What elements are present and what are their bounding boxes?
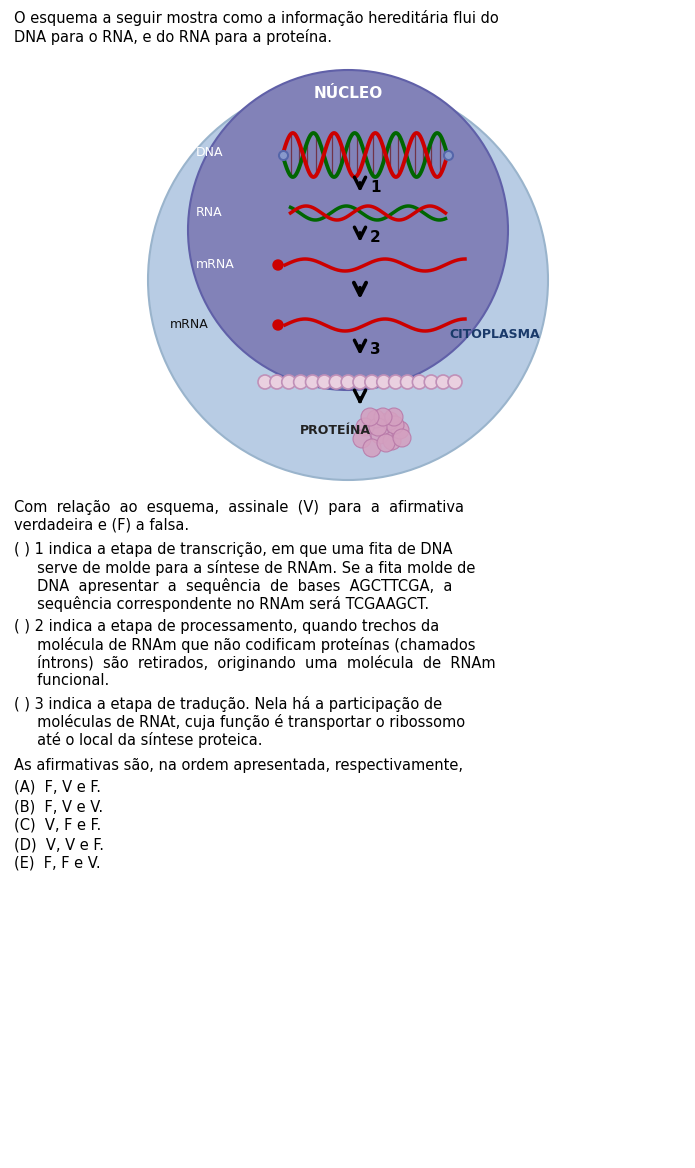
Text: NÚCLEO: NÚCLEO bbox=[313, 86, 383, 100]
Text: (E)  F, F e V.: (E) F, F e V. bbox=[14, 856, 101, 871]
Circle shape bbox=[367, 410, 385, 427]
Circle shape bbox=[273, 320, 283, 331]
Text: ( ) 3 indica a etapa de tradução. Nela há a participação de: ( ) 3 indica a etapa de tradução. Nela h… bbox=[14, 696, 442, 712]
Text: 3: 3 bbox=[370, 342, 381, 357]
Ellipse shape bbox=[148, 79, 548, 480]
Circle shape bbox=[377, 434, 395, 452]
Text: CITOPLASMA: CITOPLASMA bbox=[450, 328, 540, 341]
Circle shape bbox=[188, 70, 508, 390]
Text: (D)  V, V e F.: (D) V, V e F. bbox=[14, 837, 104, 851]
Circle shape bbox=[381, 412, 399, 430]
Text: molécula de RNAm que não codificam proteínas (chamados: molécula de RNAm que não codificam prote… bbox=[14, 637, 475, 653]
Text: íntrons)  são  retirados,  originando  uma  molécula  de  RNAm: íntrons) são retirados, originando uma m… bbox=[14, 655, 496, 670]
Circle shape bbox=[389, 375, 402, 389]
Circle shape bbox=[391, 420, 409, 439]
Text: moléculas de RNAt, cuja função é transportar o ribossomo: moléculas de RNAt, cuja função é transpo… bbox=[14, 714, 465, 730]
Text: 2: 2 bbox=[370, 229, 381, 244]
Circle shape bbox=[385, 408, 403, 426]
Text: O esquema a seguir mostra como a informação hereditária flui do
DNA para o RNA, : O esquema a seguir mostra como a informa… bbox=[14, 11, 499, 44]
Text: sequência correspondente no RNAm será TCGAAGCT.: sequência correspondente no RNAm será TC… bbox=[14, 596, 429, 612]
Text: mRNA: mRNA bbox=[170, 319, 208, 332]
Circle shape bbox=[436, 375, 450, 389]
Circle shape bbox=[270, 375, 284, 389]
Text: até o local da síntese proteica.: até o local da síntese proteica. bbox=[14, 732, 263, 748]
Text: RNA: RNA bbox=[196, 207, 222, 220]
Circle shape bbox=[371, 426, 389, 444]
Text: funcional.: funcional. bbox=[14, 673, 109, 688]
Circle shape bbox=[393, 429, 411, 447]
Text: mRNA: mRNA bbox=[196, 258, 235, 271]
Circle shape bbox=[369, 418, 387, 436]
Circle shape bbox=[356, 418, 374, 436]
Text: DNA: DNA bbox=[196, 146, 224, 159]
Circle shape bbox=[318, 375, 332, 389]
Circle shape bbox=[293, 375, 308, 389]
Text: (B)  F, V e V.: (B) F, V e V. bbox=[14, 799, 103, 814]
Circle shape bbox=[353, 375, 367, 389]
Circle shape bbox=[363, 439, 381, 457]
Circle shape bbox=[258, 375, 272, 389]
Text: serve de molde para a síntese de RNAm. Se a fita molde de: serve de molde para a síntese de RNAm. S… bbox=[14, 559, 475, 576]
Text: (A)  F, V e F.: (A) F, V e F. bbox=[14, 780, 101, 795]
Circle shape bbox=[329, 375, 343, 389]
Circle shape bbox=[400, 375, 414, 389]
Circle shape bbox=[374, 408, 392, 426]
Text: (C)  V, F e F.: (C) V, F e F. bbox=[14, 818, 101, 833]
Circle shape bbox=[353, 430, 371, 449]
Text: ( ) 1 indica a etapa de transcrição, em que uma fita de DNA: ( ) 1 indica a etapa de transcrição, em … bbox=[14, 542, 452, 557]
Circle shape bbox=[448, 375, 462, 389]
Text: PROTEÍNA: PROTEÍNA bbox=[300, 424, 371, 437]
Text: verdadeira e (F) a falsa.: verdadeira e (F) a falsa. bbox=[14, 517, 189, 533]
Circle shape bbox=[424, 375, 439, 389]
Circle shape bbox=[386, 416, 404, 434]
Circle shape bbox=[365, 375, 379, 389]
Circle shape bbox=[361, 408, 379, 426]
Circle shape bbox=[377, 375, 391, 389]
Circle shape bbox=[341, 375, 355, 389]
Text: 1: 1 bbox=[370, 180, 380, 195]
Text: As afirmativas são, na ordem apresentada, respectivamente,: As afirmativas são, na ordem apresentada… bbox=[14, 758, 463, 773]
Circle shape bbox=[383, 432, 401, 450]
Text: DNA  apresentar  a  sequência  de  bases  AGCTTCGA,  a: DNA apresentar a sequência de bases AGCT… bbox=[14, 578, 452, 595]
Text: Com  relação  ao  esquema,  assinale  (V)  para  a  afirmativa: Com relação ao esquema, assinale (V) par… bbox=[14, 500, 464, 515]
Circle shape bbox=[412, 375, 426, 389]
Circle shape bbox=[306, 375, 320, 389]
Circle shape bbox=[281, 375, 296, 389]
Text: ( ) 2 indica a etapa de processamento, quando trechos da: ( ) 2 indica a etapa de processamento, q… bbox=[14, 619, 439, 634]
Circle shape bbox=[273, 260, 283, 270]
